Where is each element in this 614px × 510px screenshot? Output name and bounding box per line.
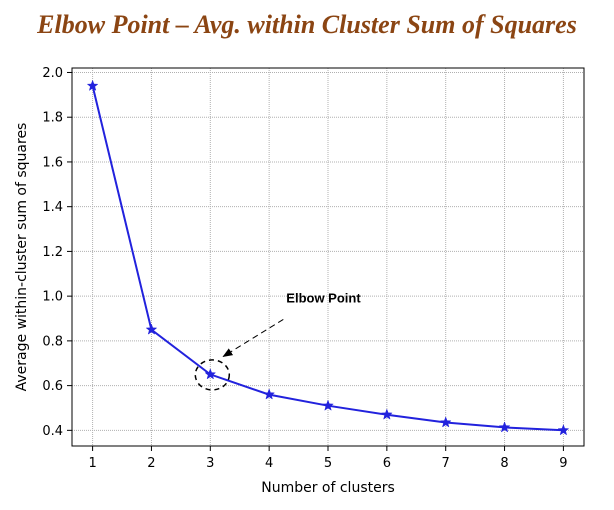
elbow-annotation-label: Elbow Point: [286, 290, 361, 305]
data-point-marker: [204, 368, 217, 380]
grid-lines: [72, 68, 584, 446]
y-tick-label: 1.4: [42, 200, 63, 215]
data-point-marker: [498, 421, 511, 433]
y-axis-ticks: 0.4 0.6 0.8 1.0 1.2 1.4 1.6 1.8 2.0: [42, 66, 72, 439]
y-tick-label: 0.6: [42, 379, 63, 394]
elbow-arrow: [222, 319, 284, 357]
y-tick-label: 2.0: [42, 66, 63, 81]
data-point-marker: [145, 323, 158, 335]
data-point-marker: [557, 424, 570, 436]
x-tick-label: 7: [442, 456, 450, 471]
y-tick-label: 1.0: [42, 290, 63, 305]
y-tick-label: 0.8: [42, 334, 63, 349]
data-point-marker: [322, 399, 334, 411]
x-tick-label: 9: [559, 456, 567, 471]
y-tick-label: 1.8: [42, 111, 63, 126]
x-tick-label: 5: [324, 456, 332, 471]
x-tick-label: 2: [147, 456, 155, 471]
series-markers: [86, 79, 570, 436]
x-tick-label: 3: [206, 456, 214, 471]
data-point-marker: [439, 416, 452, 428]
y-tick-label: 0.4: [42, 424, 63, 439]
x-tick-label: 4: [265, 456, 273, 471]
x-tick-label: 8: [500, 456, 508, 471]
x-tick-label: 6: [383, 456, 391, 471]
y-axis-label: Average within-cluster sum of squares: [14, 123, 30, 392]
data-point-marker: [263, 388, 276, 400]
x-axis-ticks: 1 2 3 4 5 6 7 8 9: [88, 446, 568, 471]
x-axis-label: Number of clusters: [261, 480, 395, 496]
y-tick-label: 1.6: [42, 155, 63, 170]
chart-title: Elbow Point – Avg. within Cluster Sum of…: [37, 10, 577, 39]
data-point-marker: [380, 408, 393, 420]
x-tick-label: 1: [88, 456, 96, 471]
elbow-highlight-circle: [194, 359, 231, 391]
data-point-marker: [86, 79, 99, 91]
y-tick-label: 1.2: [42, 245, 63, 260]
